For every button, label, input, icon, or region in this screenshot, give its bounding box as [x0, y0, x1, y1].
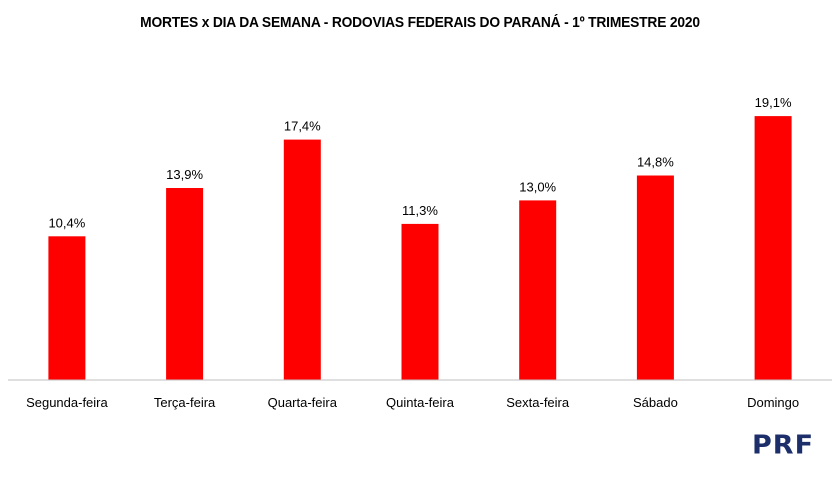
category-label-1: Segunda-feira [26, 395, 108, 410]
data-labels-layer: 10,4% 13,9% 17,4% 11,3% 13,0% 14,8% 19,1% [48, 95, 792, 230]
data-label-7: 19,1% [755, 95, 792, 110]
prf-logo: PRF [752, 430, 815, 461]
bars-layer [48, 116, 792, 380]
data-label-1: 10,4% [48, 215, 85, 230]
bar-2 [166, 188, 204, 380]
data-label-6: 14,8% [637, 155, 674, 170]
data-label-2: 13,9% [166, 167, 203, 182]
category-label-2: Terça-feira [154, 395, 216, 410]
bar-5 [519, 200, 557, 380]
data-label-4: 11,3% [402, 203, 438, 218]
category-label-4: Quinta-feira [386, 395, 455, 410]
bar-4 [401, 223, 439, 380]
bar-3 [283, 139, 321, 380]
data-label-3: 17,4% [284, 119, 321, 134]
chart-title: MORTES x DIA DA SEMANA - RODOVIAS FEDERA… [140, 14, 700, 31]
category-label-3: Quarta-feira [268, 395, 338, 410]
bar-7 [754, 116, 792, 380]
category-labels-layer: Segunda-feira Terça-feira Quarta-feira Quin… [26, 395, 799, 410]
bar-6 [636, 175, 674, 380]
bar-1 [48, 236, 86, 380]
category-label-7: Domingo [747, 395, 799, 410]
category-label-6: Sábado [633, 395, 678, 410]
category-label-5: Sexta-feira [506, 395, 570, 410]
data-label-5: 13,0% [519, 179, 556, 194]
